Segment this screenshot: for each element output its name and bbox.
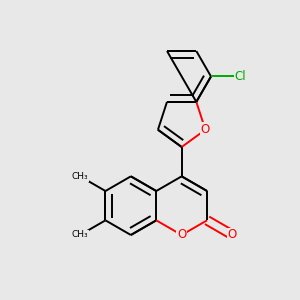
Text: O: O <box>177 229 186 242</box>
Text: Cl: Cl <box>235 70 246 83</box>
Text: O: O <box>201 123 210 136</box>
Text: CH₃: CH₃ <box>72 230 88 239</box>
Text: CH₃: CH₃ <box>72 172 88 181</box>
Text: O: O <box>228 229 237 242</box>
